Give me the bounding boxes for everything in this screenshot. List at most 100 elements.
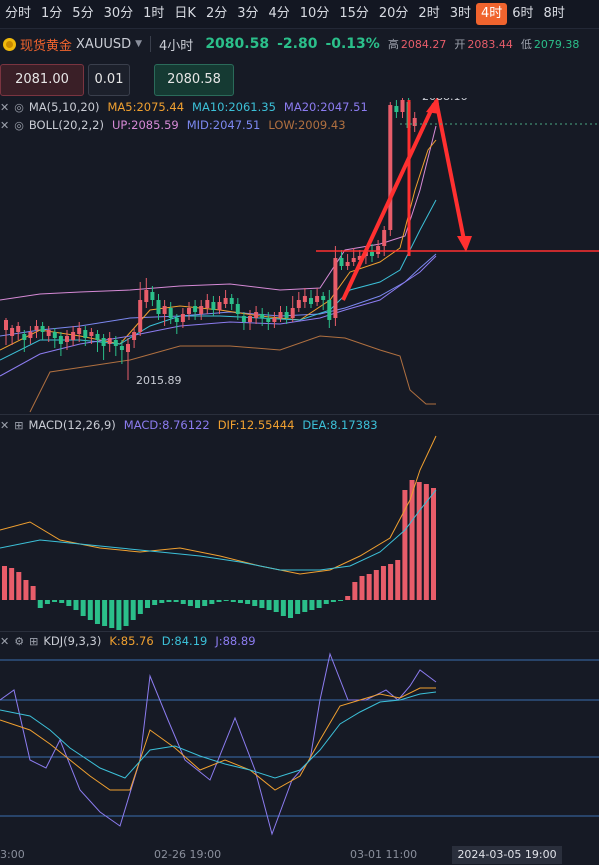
macd-bar bbox=[409, 480, 415, 600]
ma20-value: MA20:2047.51 bbox=[283, 100, 368, 114]
timeframe-tab[interactable]: 8时 bbox=[543, 6, 565, 21]
macd-bar bbox=[295, 600, 301, 614]
macd-value: MACD:8.76122 bbox=[123, 418, 210, 432]
candle-body bbox=[339, 258, 344, 266]
kdj-reference-lines bbox=[0, 659, 599, 817]
macd-chart[interactable] bbox=[0, 415, 599, 631]
macd-bar bbox=[23, 580, 29, 600]
quantity-input[interactable]: 0.01 bbox=[88, 64, 130, 96]
candle-body bbox=[333, 258, 338, 318]
close-icon[interactable]: ✕ bbox=[0, 418, 10, 432]
macd-bar bbox=[323, 600, 329, 604]
candle-body bbox=[260, 314, 265, 318]
symbol-name[interactable]: 现货黄金 bbox=[20, 38, 73, 54]
candle-body bbox=[40, 326, 45, 332]
timeframe-tab[interactable]: 30分 bbox=[103, 6, 134, 21]
boll-lines bbox=[0, 125, 437, 413]
low-marker-label: 2015.89 bbox=[136, 374, 182, 387]
low-label: 低 bbox=[520, 38, 532, 51]
candle-body bbox=[28, 332, 33, 338]
candle-body bbox=[138, 300, 143, 332]
candle-body bbox=[126, 344, 130, 352]
candle-body bbox=[83, 330, 88, 338]
macd-bar bbox=[388, 564, 394, 600]
timeframe-tab[interactable]: 4时 bbox=[475, 3, 508, 25]
main-chart[interactable]: 2088.16 2015.89 bbox=[0, 98, 599, 414]
boll-legend: ✕ ◎ BOLL(20,2,2) UP:2085.59 MID:2047.51 … bbox=[0, 117, 354, 133]
high-marker-label: 2088.16 bbox=[422, 98, 468, 103]
candle-body bbox=[345, 262, 350, 266]
timeframe-tab[interactable]: 1分 bbox=[41, 6, 63, 21]
macd-bar bbox=[44, 600, 50, 604]
timeframe-tab[interactable]: 20分 bbox=[378, 6, 409, 21]
timeframe-tab[interactable]: 2时 bbox=[418, 6, 440, 21]
drawing-arrow-head bbox=[457, 236, 472, 252]
high-label: 高 bbox=[387, 38, 399, 51]
candle-body bbox=[132, 332, 137, 340]
candle-body bbox=[412, 118, 417, 126]
candles bbox=[4, 98, 417, 380]
timeframe-tab[interactable]: 3时 bbox=[449, 6, 471, 21]
candle-body bbox=[10, 328, 15, 336]
timeframe-tab[interactable]: 10分 bbox=[299, 6, 330, 21]
kdj-legend: ✕ ⚙ ⊞ KDJ(9,3,3) K:85.76 D:84.19 J:88.89 bbox=[0, 633, 264, 649]
drawing-arrow-up bbox=[341, 103, 436, 301]
interval-selector[interactable]: 4小时 bbox=[159, 38, 194, 54]
macd-bar bbox=[59, 600, 65, 603]
kdj-chart[interactable] bbox=[0, 632, 599, 845]
timeframe-tab[interactable]: 4分 bbox=[268, 6, 290, 21]
caret-down-icon[interactable]: ▼ bbox=[135, 39, 143, 49]
timeframe-tab[interactable]: 3分 bbox=[237, 6, 259, 21]
candle-body bbox=[284, 312, 289, 318]
plus-box-icon[interactable]: ⊞ bbox=[14, 418, 24, 432]
eye-icon[interactable]: ◎ bbox=[14, 100, 24, 114]
panel-divider[interactable] bbox=[0, 631, 599, 632]
macd-bar bbox=[431, 488, 436, 600]
candle-body bbox=[34, 326, 39, 330]
candle-body bbox=[241, 316, 246, 322]
candle-body bbox=[388, 105, 393, 230]
candle-body bbox=[174, 318, 179, 322]
sell-price-button[interactable]: 2081.00 bbox=[0, 64, 84, 96]
timeframe-tab[interactable]: 6时 bbox=[512, 6, 534, 21]
candle-body bbox=[156, 300, 161, 314]
timeframe-tab[interactable]: 分时 bbox=[5, 6, 32, 21]
timeframe-tab[interactable]: 1时 bbox=[143, 6, 165, 21]
close-icon[interactable]: ✕ bbox=[0, 100, 10, 114]
close-icon[interactable]: ✕ bbox=[0, 634, 10, 648]
candle-body bbox=[180, 314, 185, 322]
ma5-value: MA5:2075.44 bbox=[107, 100, 185, 114]
ma-legend: ✕ ◎ MA(5,10,20) MA5:2075.44 MA10:2061.35… bbox=[0, 99, 376, 115]
candle-body bbox=[302, 296, 307, 302]
macd-bar bbox=[423, 484, 429, 600]
gold-coin-icon bbox=[3, 37, 16, 51]
timeframe-tab[interactable]: 15分 bbox=[339, 6, 369, 21]
macd-bar bbox=[266, 600, 272, 610]
timeframe-tab[interactable]: 日K bbox=[174, 6, 196, 21]
macd-bar bbox=[52, 600, 58, 602]
dea-value: DEA:8.17383 bbox=[302, 418, 378, 432]
time-label: 3:00 bbox=[0, 848, 25, 861]
symbol-bar: 现货黄金 XAUUSD ▼ 4小时 2080.58 -2.80 -0.13% 高… bbox=[0, 30, 599, 58]
candle-body bbox=[382, 230, 387, 246]
candle-body bbox=[22, 334, 27, 340]
candle-body bbox=[205, 300, 210, 308]
macd-bar bbox=[280, 600, 286, 616]
time-axis: 3:00 02-26 19:00 03-01 11:00 bbox=[0, 845, 599, 865]
eye-icon[interactable]: ◎ bbox=[14, 118, 24, 132]
macd-bar bbox=[316, 600, 322, 608]
plus-box-icon[interactable]: ⊞ bbox=[29, 634, 39, 648]
symbol-code[interactable]: XAUUSD bbox=[76, 36, 132, 52]
macd-bar bbox=[166, 600, 172, 602]
macd-bar bbox=[416, 482, 422, 600]
close-icon[interactable]: ✕ bbox=[0, 118, 10, 132]
panel-divider[interactable] bbox=[0, 414, 599, 415]
ma20-line bbox=[0, 255, 437, 377]
settings-icon[interactable]: ⚙ bbox=[14, 634, 25, 648]
timeframe-tab[interactable]: 5分 bbox=[72, 6, 94, 21]
candle-body bbox=[309, 298, 313, 304]
buy-price-button[interactable]: 2080.58 bbox=[154, 64, 234, 96]
timeframe-tab[interactable]: 2分 bbox=[205, 6, 228, 21]
macd-bar bbox=[216, 600, 222, 602]
candle-body bbox=[278, 312, 283, 318]
